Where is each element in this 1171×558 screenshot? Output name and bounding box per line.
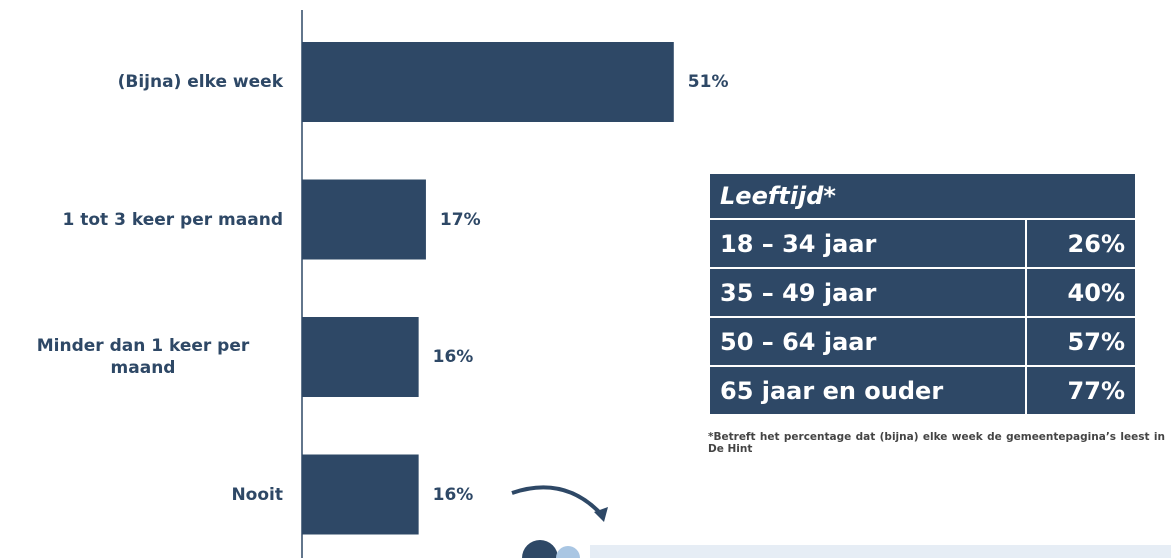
category-label: (Bijna) elke week <box>118 71 283 93</box>
table-value: 26% <box>1026 219 1136 268</box>
table-title: Leeftijd* <box>709 174 1136 219</box>
value-label: 17% <box>440 210 481 230</box>
table-value: 57% <box>1026 317 1136 366</box>
page: Leeftijd* 18 – 34 jaar26%35 – 49 jaar40%… <box>0 0 1171 558</box>
table-header: Leeftijd* <box>709 174 1136 219</box>
category-label: 1 tot 3 keer per maand <box>63 209 284 231</box>
value-label: 51% <box>688 72 729 92</box>
table-label: 50 – 64 jaar <box>709 317 1026 366</box>
footnote: *Betreft het percentage dat (bijna) elke… <box>708 431 1165 455</box>
bar <box>302 317 419 397</box>
category-label: Nooit <box>231 484 283 506</box>
category-label: Minder dan 1 keer per maand <box>3 335 283 379</box>
bar <box>302 180 426 260</box>
info-box <box>590 545 1171 558</box>
table-label: 18 – 34 jaar <box>709 219 1026 268</box>
arrow <box>512 487 602 515</box>
icon <box>556 546 580 558</box>
icon <box>522 540 558 558</box>
bar <box>302 42 674 122</box>
value-label: 16% <box>433 485 474 505</box>
bar <box>302 455 419 535</box>
table-label: 65 jaar en ouder <box>709 366 1026 415</box>
table-value: 77% <box>1026 366 1136 415</box>
table-value: 40% <box>1026 268 1136 317</box>
table-label: 35 – 49 jaar <box>709 268 1026 317</box>
value-label: 16% <box>433 347 474 367</box>
